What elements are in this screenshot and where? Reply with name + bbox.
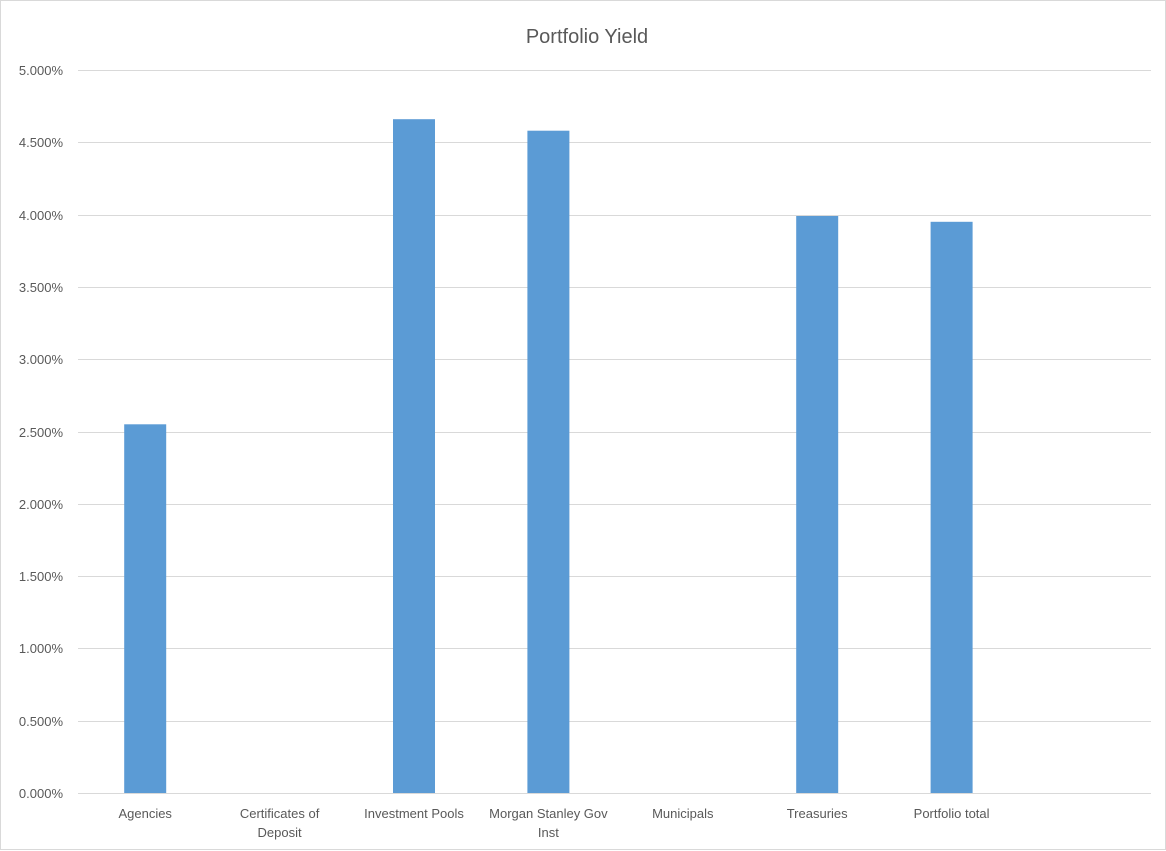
gridlines <box>78 70 1151 794</box>
x-tick-label: Treasuries <box>787 806 848 821</box>
y-tick-label: 2.000% <box>19 497 64 512</box>
y-tick-label: 4.500% <box>19 135 64 150</box>
y-tick-label: 0.000% <box>19 786 64 801</box>
chart-title: Portfolio Yield <box>526 26 648 48</box>
y-tick-label: 2.500% <box>19 425 64 440</box>
x-tick-label: Investment Pools <box>364 806 464 821</box>
y-tick-label: 3.500% <box>19 280 64 295</box>
y-tick-label: 3.000% <box>19 352 64 367</box>
y-tick-label: 4.000% <box>19 208 64 223</box>
x-tick-label: Agencies <box>118 806 172 821</box>
x-tick-label: Morgan Stanley Gov Inst <box>489 806 608 840</box>
x-axis: Agencies Certificates of Deposit Investment… <box>118 806 989 840</box>
bar <box>393 119 435 793</box>
bar <box>930 221 973 794</box>
bar <box>527 130 570 793</box>
x-tick-label: Certificates of Deposit <box>240 806 320 840</box>
x-tick-label: Municipals <box>652 806 714 821</box>
y-axis: 0.000% 0.500% 1.000% 1.500% 2.000% 2.500% 3.00… <box>19 63 64 801</box>
y-tick-label: 1.000% <box>19 641 64 656</box>
bar <box>124 424 167 793</box>
bars <box>124 119 973 794</box>
bar <box>796 216 839 793</box>
y-tick-label: 1.500% <box>19 569 64 584</box>
y-tick-label: 5.000% <box>19 63 64 78</box>
x-tick-label: Portfolio total <box>914 806 990 821</box>
y-tick-label: 0.500% <box>19 714 64 729</box>
